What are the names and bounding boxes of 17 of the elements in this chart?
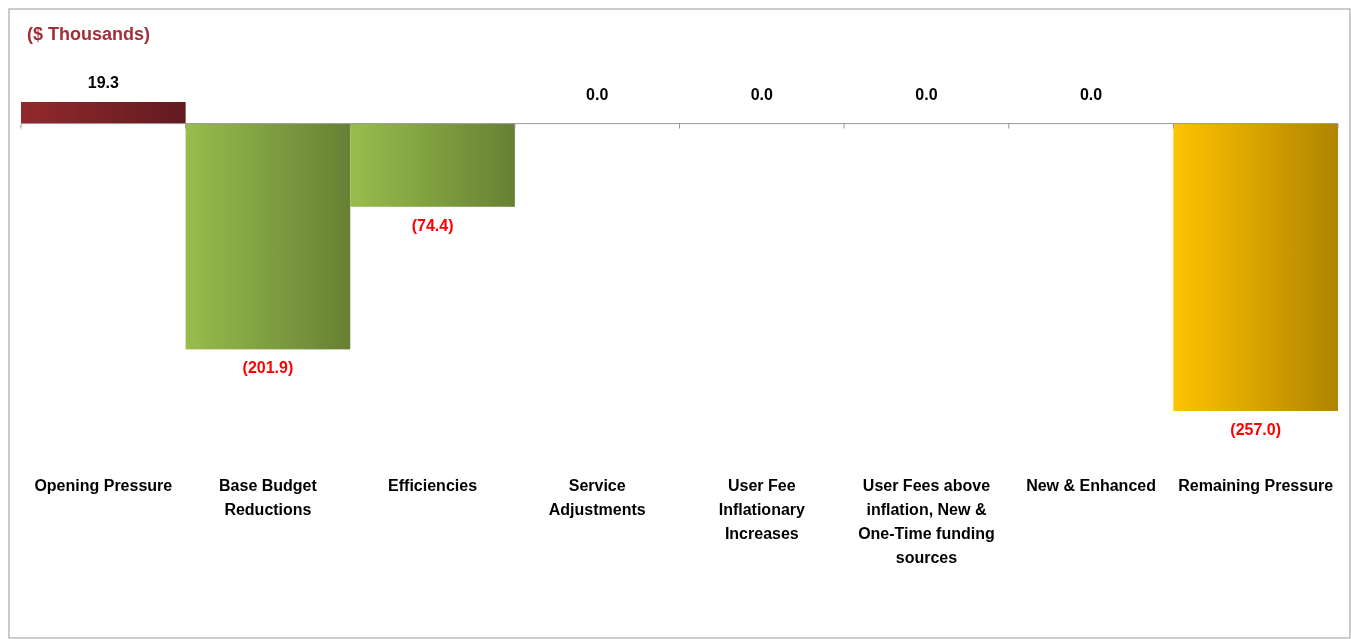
x-tick-label: New & Enhanced <box>1026 477 1156 494</box>
data-label: 0.0 <box>915 85 938 103</box>
data-label: 19.3 <box>87 74 119 91</box>
data-label: (257.0) <box>1230 421 1282 438</box>
data-label: (74.4) <box>411 216 454 234</box>
x-tick-label: User Fee Inflationary Increases <box>718 477 806 542</box>
x-tick-label: Base Budget Reductions <box>219 477 318 518</box>
data-label: 0.0 <box>1079 85 1103 103</box>
data-label: 0.0 <box>586 85 609 103</box>
x-tick-label: Opening Pressure <box>34 477 173 494</box>
x-tick-label: Remaining Pressure <box>1178 477 1334 494</box>
data-label: (201.9) <box>242 359 294 377</box>
x-tick-label: Efficiencies <box>388 477 478 494</box>
x-tick-label: Service Adjustments <box>548 477 646 518</box>
x-tick-label: User Fees above inflation, New & One-Time funding sources <box>858 477 995 566</box>
chart-title: ($ Thousands) <box>27 24 151 44</box>
data-label: 0.0 <box>750 85 774 103</box>
